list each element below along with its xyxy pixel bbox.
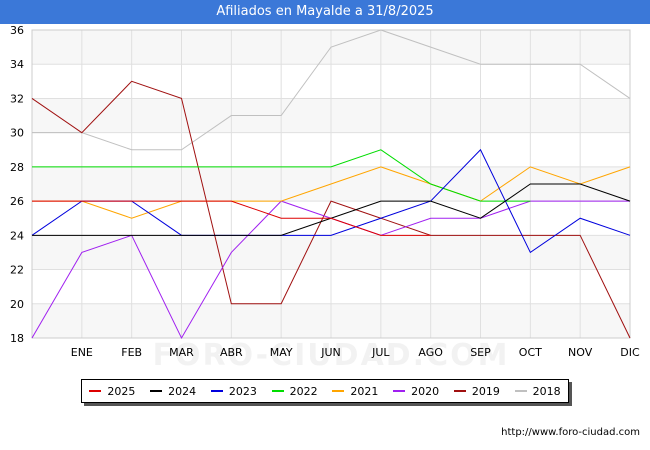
chart-title: Afiliados en Mayalde a 31/8/2025 (0, 0, 650, 24)
legend-swatch (271, 390, 284, 392)
legend-item-2024: 2024 (150, 385, 196, 398)
legend-label: 2023 (228, 384, 257, 398)
y-tick-label: 22 (10, 264, 24, 277)
x-tick-label: ABR (220, 346, 243, 359)
legend-swatch (514, 390, 527, 392)
legend-label: 2020 (411, 384, 440, 398)
x-tick-label: OCT (519, 346, 542, 359)
legend-swatch (210, 390, 223, 392)
y-tick-label: 20 (10, 298, 24, 311)
y-tick-label: 34 (10, 58, 24, 71)
x-tick-label: MAR (169, 346, 194, 359)
watermark-text: FORO-CIUDAD.COM (153, 338, 510, 373)
legend-item-2019: 2019 (453, 384, 500, 398)
y-tick-label: 18 (10, 332, 24, 345)
x-tick-label: ENE (71, 346, 93, 359)
chart-legend: 2025 2024 2023 2022 2021 2020 2019 2018 (81, 379, 569, 403)
legend-label: 2024 (168, 384, 197, 398)
series-line-2019 (31, 80, 631, 339)
series-line-2025 (32, 200, 431, 236)
y-tick-label: 30 (10, 127, 24, 140)
x-tick-label: AGO (418, 346, 443, 359)
series-line-2021 (32, 166, 631, 219)
legend-label: 2018 (532, 384, 561, 398)
legend-item-2021: 2021 (332, 385, 378, 398)
x-tick-label: FEB (121, 346, 142, 359)
legend-swatch (89, 390, 102, 392)
y-tick-label: 24 (10, 229, 24, 242)
legend-label: 2019 (471, 384, 500, 398)
series-line-2018 (32, 29, 631, 151)
y-tick-label: 36 (10, 24, 24, 37)
legend-swatch (393, 390, 406, 392)
x-tick-label: SEP (470, 346, 491, 359)
legend-swatch (453, 390, 466, 392)
y-tick-label: 26 (10, 195, 24, 208)
legend-item-2018: 2018 (514, 384, 561, 398)
x-tick-label: NOV (568, 346, 593, 359)
x-tick-label: JUN (320, 346, 341, 359)
y-tick-label: 32 (10, 92, 24, 105)
legend-item-2023: 2023 (210, 384, 257, 398)
legend-swatch (332, 390, 345, 392)
x-tick-label: JUL (371, 346, 390, 359)
legend-label: 2025 (107, 384, 136, 398)
plot-border (31, 29, 631, 339)
source-url[interactable]: http://www.foro-ciudad.com (501, 427, 640, 438)
y-tick-label: 28 (10, 161, 24, 174)
legend-label: 2021 (350, 384, 379, 398)
x-tick-label: MAY (270, 346, 293, 359)
legend-item-2020: 2020 (393, 385, 439, 398)
legend-label: 2022 (289, 384, 318, 398)
legend-swatch (150, 390, 163, 392)
series-line-2022 (32, 149, 531, 202)
legend-item-2022: 2022 (271, 384, 318, 398)
x-tick-label: DIC (620, 346, 640, 359)
legend-item-2025: 2025 (89, 385, 135, 398)
